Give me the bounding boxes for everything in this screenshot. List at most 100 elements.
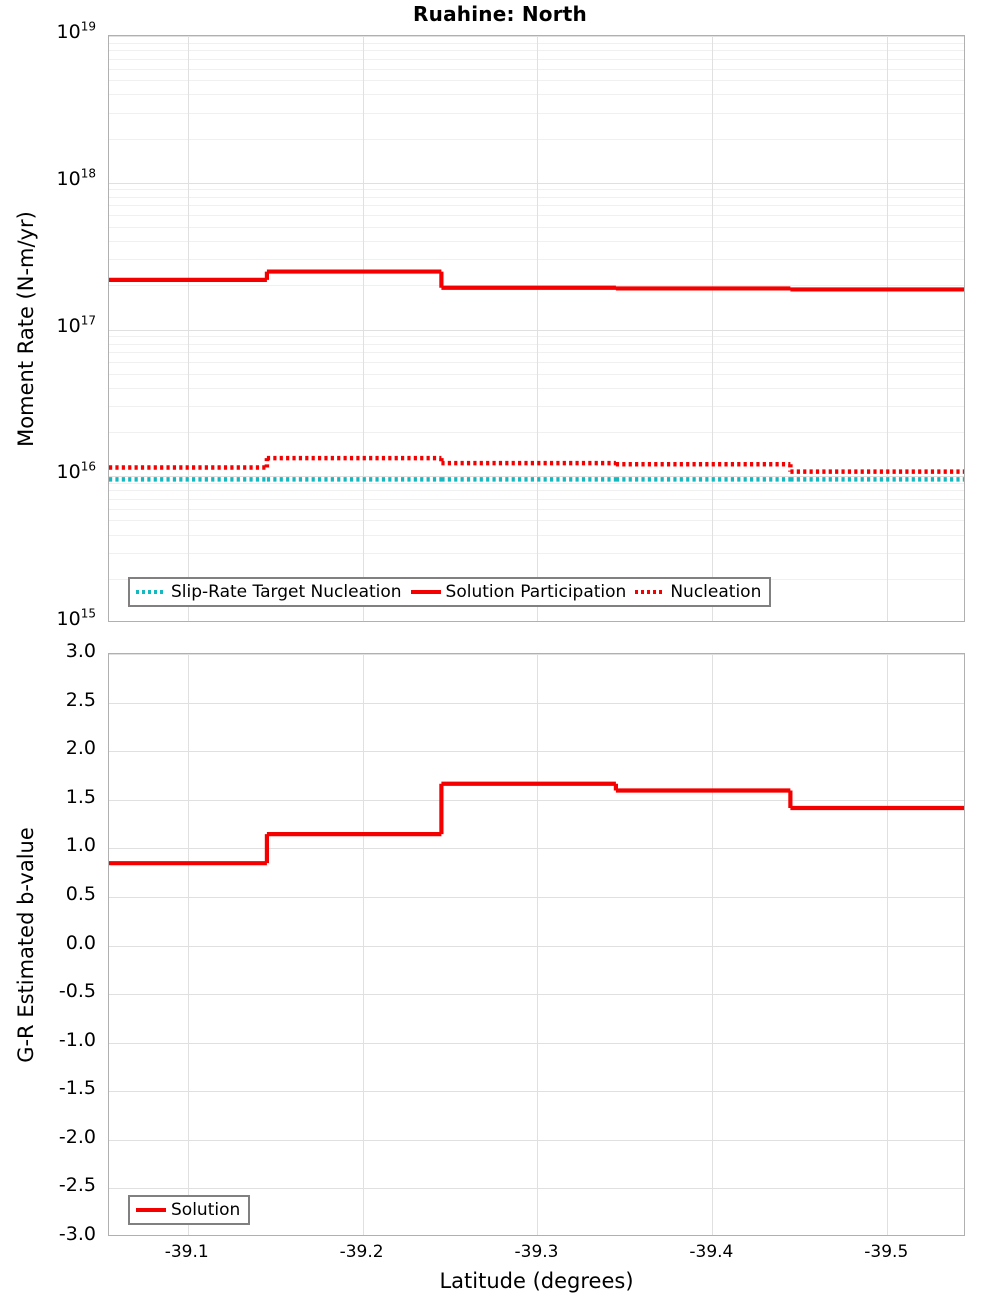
bottom-y-tick-0neg5: 0.5 xyxy=(65,882,96,905)
gridline-vertical xyxy=(188,36,189,621)
legend-entry-solution: Solution xyxy=(136,1200,242,1220)
gridline-horizontal xyxy=(109,1091,964,1092)
x-tick-neg39-1: -39.1 xyxy=(164,1242,209,1262)
legend-swatch-icon xyxy=(635,590,666,594)
gridline-horizontal xyxy=(109,1188,964,1189)
gridline-horizontal xyxy=(109,751,964,752)
gridline-horizontal xyxy=(109,189,964,190)
top-y-tick-16: 1016 xyxy=(56,459,96,484)
gridline-horizontal xyxy=(109,499,964,500)
gridline-vertical xyxy=(363,654,364,1235)
gridline-horizontal xyxy=(109,483,964,484)
legend-swatch-icon xyxy=(136,1208,166,1212)
gridline-horizontal xyxy=(109,43,964,44)
gridline-vertical xyxy=(537,654,538,1235)
x-tick-neg39-4: -39.4 xyxy=(689,1242,734,1262)
gridline-horizontal xyxy=(109,406,964,407)
legend-swatch-icon xyxy=(136,590,166,594)
series-solution xyxy=(109,781,964,866)
gridline-horizontal xyxy=(109,1043,964,1044)
gridline-vertical xyxy=(363,36,364,621)
gridline-horizontal xyxy=(109,897,964,898)
legend-label: Solution Participation xyxy=(445,582,627,602)
x-tick-neg39-3: -39.3 xyxy=(514,1242,559,1262)
legend-entry-nucleation: Nucleation xyxy=(635,582,763,602)
b-value-plot: Solution xyxy=(108,653,965,1236)
gridline-horizontal xyxy=(109,336,964,337)
top-y-tick-19: 1019 xyxy=(56,19,96,43)
gridline-horizontal xyxy=(109,36,964,37)
top-data-lines xyxy=(109,269,964,482)
bottom-y-axis-label: G-R Estimated b-value xyxy=(14,826,38,1063)
gridline-vertical xyxy=(712,654,713,1235)
gridline-horizontal xyxy=(109,994,964,995)
bottom-y-tick-neg1-5: -1.5 xyxy=(58,1077,96,1100)
gridline-horizontal xyxy=(109,1140,964,1141)
gridline-horizontal xyxy=(109,259,964,260)
bottom-y-tick-neg0-5: -0.5 xyxy=(58,980,96,1003)
legend-entry-solution-participation: Solution Participation xyxy=(410,582,636,602)
gridline-horizontal xyxy=(109,344,964,345)
gridline-horizontal xyxy=(109,197,964,198)
gridline-horizontal xyxy=(109,183,964,184)
gridline-horizontal xyxy=(109,139,964,140)
gridline-horizontal xyxy=(109,205,964,206)
gridline-horizontal xyxy=(109,509,964,510)
legend-label: Nucleation xyxy=(670,582,762,602)
bottom-data-lines xyxy=(109,781,964,866)
moment-rate-plot: Slip-Rate Target Nucleation Solution Part… xyxy=(108,35,965,622)
gridline-horizontal xyxy=(109,800,964,801)
top-y-tick-15: 1015 xyxy=(56,606,96,630)
gridline-horizontal xyxy=(109,352,964,353)
page-title: Ruahine: North xyxy=(413,2,587,26)
gridline-horizontal xyxy=(109,654,964,655)
series-nucleation xyxy=(109,455,964,474)
gridline-horizontal xyxy=(109,946,964,947)
gridline-vertical xyxy=(188,654,189,1235)
x-tick-neg39-5: -39.5 xyxy=(864,1242,909,1262)
gridline-horizontal xyxy=(109,490,964,491)
gridline-horizontal xyxy=(109,520,964,521)
top-legend[interactable]: Slip-Rate Target Nucleation Solution Part… xyxy=(128,577,772,607)
gridline-horizontal xyxy=(109,848,964,849)
gridline-horizontal xyxy=(109,476,964,477)
top-y-tick-18: 1018 xyxy=(56,166,96,190)
bottom-y-tick-3neg0: 3.0 xyxy=(65,640,96,662)
bottom-y-tick-neg3-0: -3.0 xyxy=(58,1223,96,1245)
legend-label: Solution xyxy=(171,1200,241,1220)
top-y-axis-label: Moment Rate (N-m/yr) xyxy=(14,210,38,447)
gridline-horizontal xyxy=(109,241,964,242)
bottom-y-tick-0neg0: 0.0 xyxy=(65,931,96,954)
gridline-horizontal xyxy=(109,215,964,216)
gridline-horizontal xyxy=(109,374,964,375)
gridline-vertical xyxy=(537,36,538,621)
gridline-horizontal xyxy=(109,388,964,389)
bottom-legend[interactable]: Solution xyxy=(128,1195,251,1225)
gridline-horizontal xyxy=(109,432,964,433)
bottom-gridlines xyxy=(109,654,964,1235)
bottom-y-tick-neg2-0: -2.0 xyxy=(58,1125,96,1148)
gridline-vertical xyxy=(887,654,888,1235)
gridline-horizontal xyxy=(109,330,964,331)
gridline-vertical xyxy=(887,36,888,621)
top-y-tick-17: 1017 xyxy=(56,313,96,337)
gridline-horizontal xyxy=(109,80,964,81)
bottom-y-tick-neg2-5: -2.5 xyxy=(58,1174,96,1197)
bottom-y-tick-2neg0: 2.0 xyxy=(65,737,96,760)
gridline-horizontal xyxy=(109,50,964,51)
gridline-horizontal xyxy=(109,94,964,95)
legend-label: Slip-Rate Target Nucleation xyxy=(171,582,402,602)
series-solution-participation xyxy=(109,269,964,292)
top-gridlines xyxy=(109,36,964,621)
bottom-y-tick-2neg5: 2.5 xyxy=(65,688,96,711)
legend-swatch-icon xyxy=(410,590,441,594)
gridline-horizontal xyxy=(109,553,964,554)
bottom-y-tick-neg1-0: -1.0 xyxy=(58,1028,96,1051)
x-axis-label: Latitude (degrees) xyxy=(439,1269,634,1293)
gridline-horizontal xyxy=(109,703,964,704)
gridline-horizontal xyxy=(109,227,964,228)
gridline-horizontal xyxy=(109,285,964,286)
gridline-horizontal xyxy=(109,535,964,536)
gridline-horizontal xyxy=(109,113,964,114)
